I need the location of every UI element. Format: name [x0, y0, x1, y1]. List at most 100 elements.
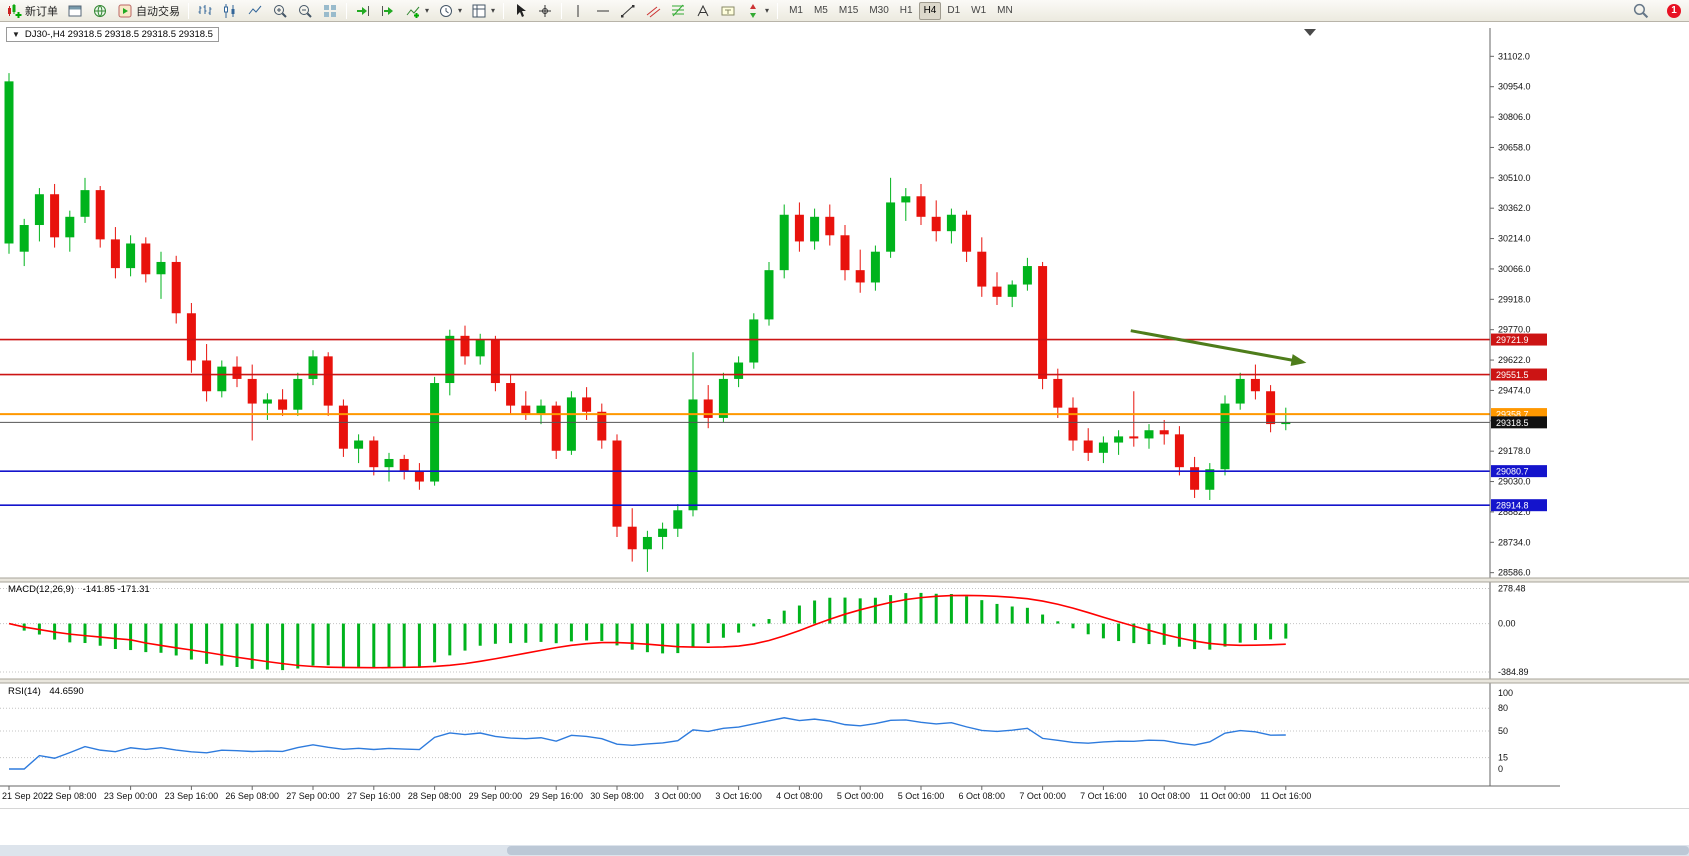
zoom-out-button[interactable] — [293, 1, 317, 21]
periods-button[interactable]: ▾ — [434, 1, 466, 21]
price-tick-label: 31102.0 — [1498, 51, 1530, 61]
timeframe-W1[interactable]: W1 — [971, 5, 987, 16]
macd-pane[interactable] — [0, 582, 1490, 679]
candle — [658, 528, 668, 537]
candlestick-chart-button[interactable] — [218, 1, 242, 21]
candle — [1114, 436, 1124, 443]
chart-shift-button[interactable] — [376, 1, 400, 21]
price-badge — [1491, 416, 1547, 429]
candle — [794, 214, 804, 242]
scrollbar-thumb[interactable] — [506, 846, 1689, 855]
candle — [612, 440, 622, 527]
autotrading-label: 自动交易 — [136, 5, 180, 18]
timeframe-M15[interactable]: M15 — [838, 5, 859, 16]
candle — [308, 356, 318, 379]
timeframe-M30[interactable]: M30 — [869, 5, 889, 16]
chart-window: 278.48 0.00 -384.89 100 80 50 15 0 31102.0 30954.… — [0, 22, 1689, 808]
chart-canvas[interactable]: 278.48 0.00 -384.89 100 80 50 150 31102.0 30954.… — [0, 22, 1689, 808]
price-tick-label: 28734.0 — [1498, 537, 1531, 547]
candle — [19, 225, 29, 252]
cursor-icon — [517, 3, 527, 17]
price-tick-label: 30954.0 — [1498, 82, 1531, 92]
candle — [414, 471, 424, 482]
candle — [810, 216, 820, 242]
candle — [232, 366, 242, 379]
channel-button[interactable] — [641, 1, 665, 21]
horizontal-line-button[interactable] — [591, 1, 615, 21]
cursor-button[interactable] — [508, 1, 532, 21]
new-order-button[interactable]: 新订单 — [2, 1, 62, 21]
macd-axis-label: 0.00 — [1498, 619, 1516, 629]
fibonacci-button[interactable] — [666, 1, 690, 21]
trendline-button[interactable] — [616, 1, 640, 21]
price-badge — [1491, 499, 1547, 512]
candle — [338, 405, 348, 449]
pane-splitter[interactable] — [0, 679, 1689, 683]
chart-window-button[interactable] — [63, 1, 87, 21]
time-label: 23 Sep 00:00 — [104, 791, 158, 801]
candle — [506, 383, 516, 406]
candle — [34, 194, 44, 226]
timeframe-H1[interactable]: H1 — [899, 5, 913, 16]
trend-arrow[interactable] — [1130, 329, 1300, 363]
time-label: 7 Oct 00:00 — [1019, 791, 1066, 801]
autotrading-button[interactable]: 自动交易 — [113, 1, 184, 21]
horizontal-line-icon — [597, 10, 610, 11]
line-chart-button[interactable] — [243, 1, 267, 21]
clock-icon — [440, 4, 453, 17]
timeframe-H4[interactable]: H4 — [918, 1, 942, 20]
time-label: 23 Sep 16:00 — [165, 791, 219, 801]
zoom-in-button[interactable] — [268, 1, 292, 21]
timeframe-MN[interactable]: MN — [997, 5, 1013, 16]
candle — [551, 405, 561, 451]
bar-chart-button[interactable] — [193, 1, 217, 21]
candle — [399, 458, 409, 472]
price-badge — [1491, 333, 1547, 346]
candle — [1007, 284, 1017, 297]
toolbar-separator — [503, 2, 505, 19]
timeframe-D1[interactable]: D1 — [947, 5, 961, 16]
dropdown-caret-icon: ▾ — [765, 6, 770, 15]
candle — [1281, 422, 1291, 425]
time-label: 11 Oct 16:00 — [1260, 791, 1311, 801]
text-label-button[interactable] — [716, 1, 740, 21]
tile-windows-button[interactable] — [318, 1, 342, 21]
search-button[interactable] — [1628, 1, 1653, 21]
zoom-out-icon — [299, 4, 312, 18]
timeframe-M1[interactable]: M1 — [789, 5, 803, 16]
timeframe-group: M1 M5 M15 M30 H1 H4 D1 W1 MN — [784, 1, 1018, 20]
macd-axis-label: -384.89 — [1498, 667, 1529, 677]
candle — [916, 196, 926, 217]
pane-splitter[interactable] — [0, 578, 1689, 582]
candle — [764, 270, 774, 320]
price-badge-label: 29721.9 — [1496, 335, 1529, 345]
indicators-button[interactable]: ▾ — [401, 1, 433, 21]
rsi-axis-label: 100 — [1498, 688, 1513, 698]
crosshair-button[interactable] — [533, 1, 557, 21]
candle — [1174, 434, 1184, 468]
channel-icon — [646, 6, 661, 17]
auto-scroll-button[interactable] — [351, 1, 375, 21]
time-label: 27 Sep 00:00 — [286, 791, 340, 801]
text-button[interactable] — [691, 1, 715, 21]
symbol-ohlc-box[interactable]: ▼ DJ30-,H4 29318.5 29318.5 29318.5 29318… — [6, 27, 219, 42]
profile-button[interactable] — [88, 1, 112, 21]
horizontal-scrollbar[interactable] — [0, 845, 1689, 856]
rsi-pane[interactable] — [0, 683, 1490, 786]
price-tick-label: 29030.0 — [1498, 477, 1531, 487]
candle — [95, 190, 105, 240]
price-tick-label: 29622.0 — [1498, 355, 1531, 365]
main-chart-pane[interactable] — [0, 28, 1490, 578]
arrows-button[interactable]: ▾ — [741, 1, 773, 21]
price-tick-label: 30066.0 — [1498, 264, 1531, 274]
price-tick-label: 30658.0 — [1498, 142, 1531, 152]
templates-button[interactable]: ▾ — [467, 1, 499, 21]
candle — [703, 399, 713, 418]
candle — [1190, 467, 1200, 490]
trendline-icon — [621, 4, 635, 17]
notification-badge[interactable]: 1 — [1667, 3, 1681, 18]
vertical-line-button[interactable] — [566, 1, 590, 21]
timeframe-M5[interactable]: M5 — [813, 5, 828, 16]
candle — [855, 270, 865, 283]
chart-shift-marker[interactable] — [1304, 29, 1316, 36]
